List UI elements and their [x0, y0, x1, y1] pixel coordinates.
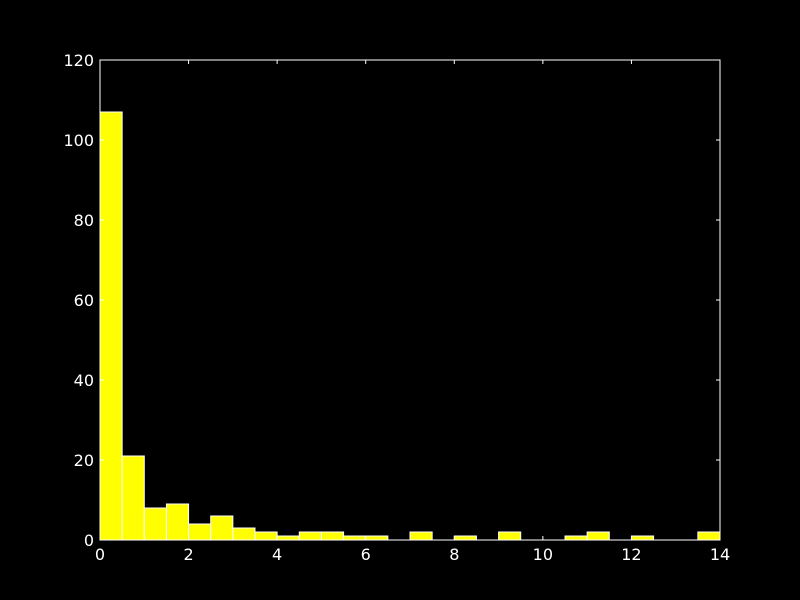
histogram-bar — [453, 535, 477, 541]
histogram-bar — [99, 111, 123, 541]
x-axis-tick-labels: 0 2 4 6 8 10 12 14 — [95, 545, 730, 564]
y-tick-label: 60 — [74, 291, 94, 310]
axis-ticks — [99, 59, 721, 541]
histogram-bars — [99, 111, 721, 541]
x-tick-label: 12 — [621, 545, 641, 564]
histogram-bar — [143, 507, 167, 541]
y-tick-label: 0 — [84, 531, 94, 550]
histogram-bar — [409, 531, 433, 541]
x-tick-label: 8 — [449, 545, 459, 564]
histogram-bar — [630, 535, 655, 541]
histogram-bar — [298, 531, 322, 541]
histogram-bar — [697, 531, 721, 541]
histogram-bar — [121, 455, 145, 541]
histogram-bar — [586, 531, 610, 541]
x-tick-label: 6 — [361, 545, 371, 564]
histogram-bar — [232, 527, 256, 541]
y-tick-label: 100 — [63, 131, 94, 150]
histogram-bar — [564, 535, 588, 541]
y-tick-label: 40 — [74, 371, 94, 390]
histogram-bar — [320, 531, 345, 541]
y-axis-tick-labels: 0 20 40 60 80 100 120 — [63, 51, 94, 550]
x-tick-label: 0 — [95, 545, 105, 564]
histogram-bar — [343, 535, 367, 541]
histogram-bar — [498, 531, 522, 541]
x-tick-label: 14 — [710, 545, 730, 564]
x-tick-label: 4 — [272, 545, 282, 564]
y-tick-label: 120 — [63, 51, 94, 70]
histogram-bar — [276, 535, 300, 541]
x-tick-label: 10 — [533, 545, 553, 564]
histogram-bar — [210, 515, 234, 541]
histogram-bar — [254, 531, 278, 541]
histogram-bar — [365, 535, 389, 541]
y-tick-label: 80 — [74, 211, 94, 230]
x-tick-label: 2 — [183, 545, 193, 564]
histogram-bar — [188, 523, 212, 541]
y-tick-label: 20 — [74, 451, 94, 470]
histogram-bar — [165, 503, 190, 541]
plot-frame — [99, 59, 721, 541]
